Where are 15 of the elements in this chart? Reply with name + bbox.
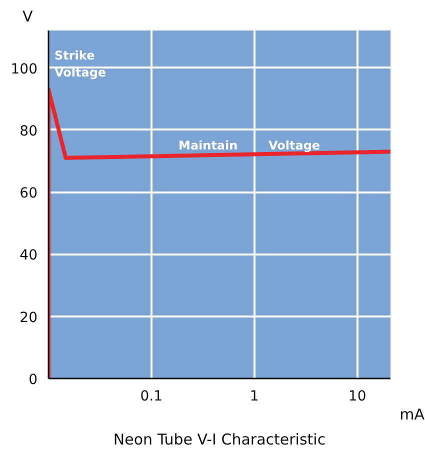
annotation: Strike Voltage: [54, 48, 106, 80]
y-tick-label: 100: [10, 61, 38, 78]
x-axis-title: mA: [400, 406, 425, 424]
y-axis-title: V: [22, 8, 34, 26]
annotation: Maintain: [178, 138, 238, 152]
x-tick-label: 1: [250, 388, 259, 404]
text: Neon Tube V-I Characteristic: [113, 430, 326, 448]
y-tick-label: 20: [20, 310, 38, 326]
x-tick-label: 0.1: [140, 388, 163, 404]
y-tick-label: 0: [28, 372, 38, 388]
annotation: Voltage: [268, 138, 320, 152]
y-tick-label: 60: [20, 186, 38, 202]
y-tick-label: 80: [20, 123, 38, 140]
y-tick-label: 40: [20, 248, 38, 264]
x-tick-label: 10: [348, 388, 366, 404]
